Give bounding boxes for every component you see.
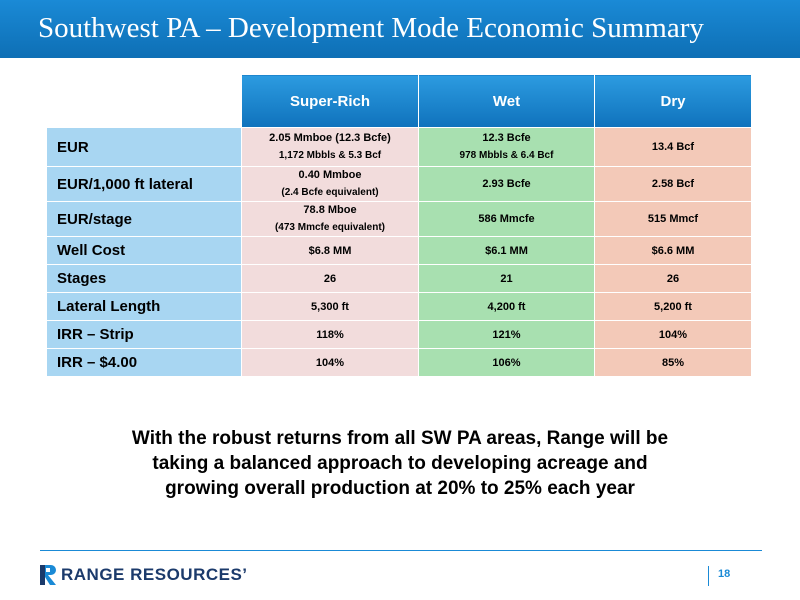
table-row: EUR/stage 78.8 Mboe (473 Mmcfe equivalen… bbox=[46, 201, 752, 237]
cell-subvalue: 1,172 Mbbls & 5.3 Bcf bbox=[278, 150, 382, 161]
table-row: Well Cost $6.8 MM $6.1 MM $6.6 MM bbox=[46, 236, 752, 265]
stages-dry-cell: 26 bbox=[594, 264, 752, 293]
message-line: growing overall production at 20% to 25%… bbox=[165, 478, 635, 499]
table-row: IRR – Strip 118% 121% 104% bbox=[46, 320, 752, 349]
eur-lateral-super-rich-cell: 0.40 Mmboe (2.4 Bcfe equivalent) bbox=[241, 166, 419, 202]
message-line: With the robust returns from all SW PA a… bbox=[131, 428, 669, 449]
stages-wet-cell: 21 bbox=[418, 264, 595, 293]
table-row: EUR/1,000 ft lateral 0.40 Mmboe (2.4 Bcf… bbox=[46, 166, 752, 202]
irr-4-wet-cell: 106% bbox=[418, 348, 595, 377]
cell-value: 12.3 Bcfe bbox=[482, 132, 531, 144]
page-number: 18 bbox=[718, 568, 731, 580]
eur-super-rich-cell: 2.05 Mmboe (12.3 Bcfe) 1,172 Mbbls & 5.3… bbox=[241, 127, 419, 167]
eur-lateral-dry-cell: 2.58 Bcf bbox=[594, 166, 752, 202]
lateral-length-super-rich-cell: 5,300 ft bbox=[241, 292, 419, 321]
range-resources-r-logo-icon bbox=[40, 565, 57, 585]
irr-strip-dry-cell: 104% bbox=[594, 320, 752, 349]
well-cost-super-rich-cell: $6.8 MM bbox=[241, 236, 419, 265]
slide-title: Southwest PA – Development Mode Economic… bbox=[38, 12, 704, 44]
eur-stage-wet-cell: 586 Mmcfe bbox=[418, 201, 595, 237]
message-line: taking a balanced approach to developing… bbox=[152, 453, 648, 474]
cell-value: 78.8 Mboe bbox=[303, 204, 357, 216]
irr-4-super-rich-cell: 104% bbox=[241, 348, 419, 377]
eur-stage-super-rich-cell: 78.8 Mboe (473 Mmcfe equivalent) bbox=[241, 201, 419, 237]
row-label-well-cost: Well Cost bbox=[46, 236, 242, 265]
cell-subvalue: (473 Mmcfe equivalent) bbox=[274, 222, 386, 233]
header-dry: Dry bbox=[594, 74, 752, 128]
irr-4-dry-cell: 85% bbox=[594, 348, 752, 377]
irr-strip-wet-cell: 121% bbox=[418, 320, 595, 349]
range-resources-logo: RANGE RESOURCES’ bbox=[40, 564, 248, 586]
row-label-eur-per-lateral: EUR/1,000 ft lateral bbox=[46, 166, 242, 202]
header-super-rich: Super-Rich bbox=[241, 74, 419, 128]
title-bar: Southwest PA – Development Mode Economic… bbox=[0, 0, 800, 58]
well-cost-wet-cell: $6.1 MM bbox=[418, 236, 595, 265]
well-cost-dry-cell: $6.6 MM bbox=[594, 236, 752, 265]
row-label-lateral-length: Lateral Length bbox=[46, 292, 242, 321]
cell-value: 0.40 Mmboe bbox=[298, 169, 362, 181]
eur-stage-dry-cell: 515 Mmcf bbox=[594, 201, 752, 237]
header-blank-cell bbox=[47, 75, 242, 128]
cell-subvalue: (2.4 Bcfe equivalent) bbox=[281, 187, 379, 198]
header-wet: Wet bbox=[418, 74, 595, 128]
logo-text: RANGE RESOURCES’ bbox=[61, 565, 248, 584]
table-row: Stages 26 21 26 bbox=[46, 264, 752, 293]
lateral-length-wet-cell: 4,200 ft bbox=[418, 292, 595, 321]
table-row: IRR – $4.00 104% 106% 85% bbox=[46, 348, 752, 377]
table-header-row: Super-Rich Wet Dry bbox=[47, 74, 752, 128]
row-label-eur: EUR bbox=[46, 127, 242, 167]
row-label-irr-4: IRR – $4.00 bbox=[46, 348, 242, 377]
table-row: EUR 2.05 Mmboe (12.3 Bcfe) 1,172 Mbbls &… bbox=[46, 127, 752, 167]
eur-dry-cell: 13.4 Bcf bbox=[594, 127, 752, 167]
eur-wet-cell: 12.3 Bcfe 978 Mbbls & 6.4 Bcf bbox=[418, 127, 595, 167]
row-label-eur-per-stage: EUR/stage bbox=[46, 201, 242, 237]
stages-super-rich-cell: 26 bbox=[241, 264, 419, 293]
lateral-length-dry-cell: 5,200 ft bbox=[594, 292, 752, 321]
row-label-irr-strip: IRR – Strip bbox=[46, 320, 242, 349]
cell-subvalue: 978 Mbbls & 6.4 Bcf bbox=[459, 150, 554, 161]
page-number-divider bbox=[708, 566, 709, 586]
row-label-stages: Stages bbox=[46, 264, 242, 293]
summary-message: With the robust returns from all SW PA a… bbox=[60, 426, 740, 501]
eur-lateral-wet-cell: 2.93 Bcfe bbox=[418, 166, 595, 202]
economic-summary-table: Super-Rich Wet Dry EUR 2.05 Mmboe (12.3 … bbox=[46, 74, 752, 377]
cell-value: 2.05 Mmboe (12.3 Bcfe) bbox=[269, 132, 391, 144]
irr-strip-super-rich-cell: 118% bbox=[241, 320, 419, 349]
footer-divider bbox=[40, 550, 762, 551]
table-row: Lateral Length 5,300 ft 4,200 ft 5,200 f… bbox=[46, 292, 752, 321]
